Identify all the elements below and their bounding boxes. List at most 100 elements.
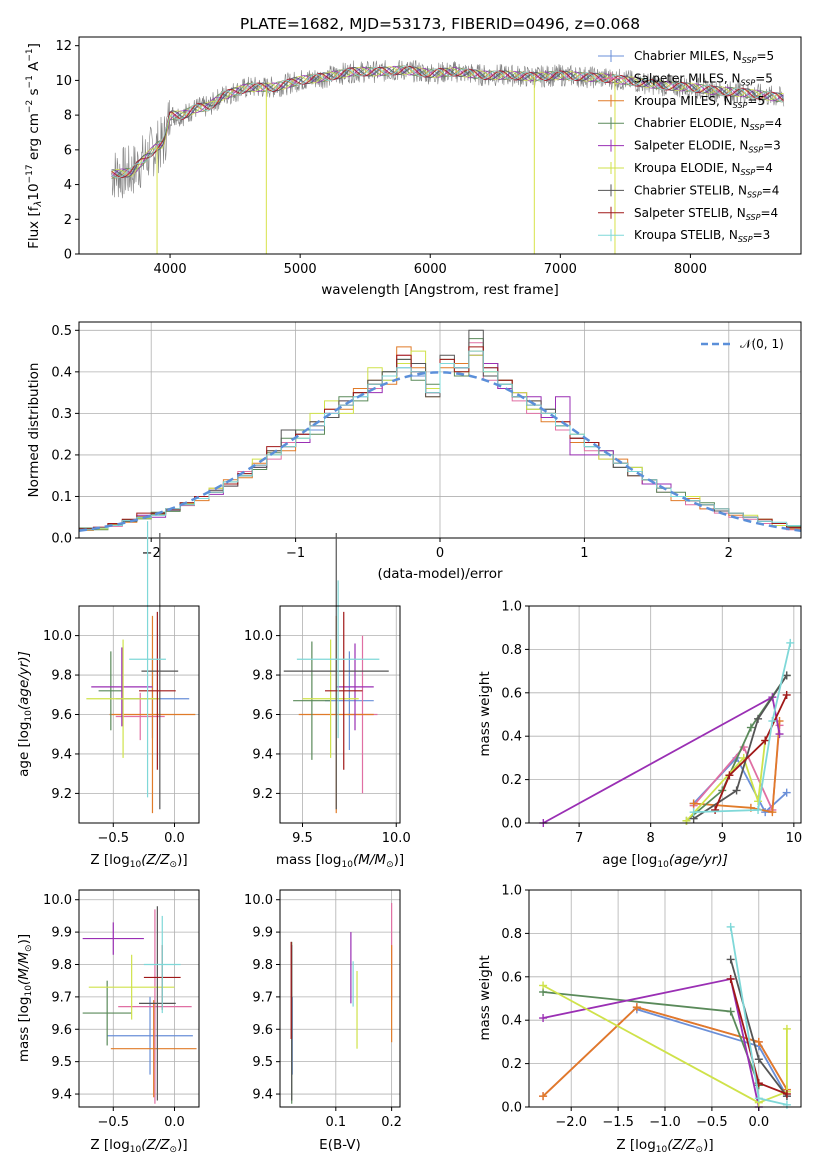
weight-series-line bbox=[542, 977, 760, 1108]
y-tick-label: 9.6 bbox=[51, 708, 72, 723]
y-tick-label: 0.0 bbox=[51, 532, 72, 547]
x-tick-label: 2 bbox=[725, 546, 733, 561]
y-tick-label: 9.8 bbox=[51, 669, 72, 684]
mass-age-panel: 9.5 10.0 9.2 9.4 9.6 9.8 10.0 mass [log10(M/M⊙… bbox=[244, 533, 411, 870]
residual-histogram-panel: −2 −1 0 1 2 0.0 0.1 0.2 0.3 0.4 0.5 (data-model)/e… bbox=[26, 321, 802, 582]
y-tick-label: 9.7 bbox=[252, 990, 273, 1005]
legend-label: Kroupa MILES, NSSP=5 bbox=[634, 94, 765, 110]
model-spectrum-line bbox=[111, 65, 784, 178]
x-tick-label: 7 bbox=[575, 831, 583, 846]
y-tick-label: 4 bbox=[64, 178, 72, 193]
y-tick-label: 0.4 bbox=[51, 365, 72, 380]
y-tick-label: 0.2 bbox=[501, 773, 522, 788]
model-spectrum-line bbox=[111, 65, 784, 179]
y-tick-label: 9.9 bbox=[252, 926, 273, 941]
x-tick-label: 10 bbox=[786, 831, 803, 846]
x-tick-label: −0.5 bbox=[696, 1115, 728, 1130]
x-tick-label: −1 bbox=[286, 546, 305, 561]
y-tick-label: 0.3 bbox=[51, 407, 72, 422]
x-tick-label: 9 bbox=[718, 831, 726, 846]
spectrum-xlabel: wavelength [Angstrom, rest frame] bbox=[321, 282, 559, 298]
x-tick-label: 0.0 bbox=[748, 1115, 769, 1130]
x-tick-label: −0.5 bbox=[97, 1115, 129, 1130]
legend-label: Kroupa ELODIE, NSSP=4 bbox=[634, 161, 773, 177]
y-tick-label: 2 bbox=[64, 213, 72, 228]
histogram-xlabel: (data-model)/error bbox=[377, 566, 503, 582]
weight-series-line bbox=[685, 740, 767, 822]
weight-series-line bbox=[542, 1006, 788, 1097]
y-tick-label: 0.6 bbox=[501, 686, 522, 701]
y-tick-label: 9.4 bbox=[51, 747, 72, 762]
x-tick-label: −1.5 bbox=[602, 1115, 634, 1130]
legend-label: Chabrier ELODIE, NSSP=4 bbox=[634, 116, 782, 132]
x-tick-label: −0.5 bbox=[97, 831, 129, 846]
y-tick-label: 9.5 bbox=[252, 1055, 273, 1070]
x-tick-label: 9.5 bbox=[292, 831, 313, 846]
z-mass-frame bbox=[78, 889, 200, 1108]
z-weight-ylabel: mass weight bbox=[477, 955, 493, 1040]
weight-series-line bbox=[714, 694, 788, 811]
y-tick-label: 10.0 bbox=[43, 893, 72, 908]
y-tick-label: 1.0 bbox=[501, 884, 522, 899]
y-tick-label: 9.6 bbox=[51, 1023, 72, 1038]
x-tick-label: 8000 bbox=[674, 262, 707, 277]
y-tick-label: 6 bbox=[64, 143, 72, 158]
y-tick-label: 12 bbox=[55, 39, 72, 54]
y-tick-label: 9.7 bbox=[51, 990, 72, 1005]
ebv-mass-xlabel: E(B-V) bbox=[319, 1137, 361, 1153]
x-tick-label: 1 bbox=[580, 546, 588, 561]
residual-histogram bbox=[79, 350, 801, 531]
spectrum-legend: Chabrier MILES, NSSP=5 Salpeter MILES, NS… bbox=[598, 49, 782, 244]
x-tick-label: −2.0 bbox=[555, 1115, 587, 1130]
z-age-panel: −0.5 0.09.29.49.69.810.0 Z [log10(Z/Z⊙)] … bbox=[16, 521, 200, 870]
x-tick-label: 7000 bbox=[544, 262, 577, 277]
y-tick-label: 9.8 bbox=[51, 958, 72, 973]
y-tick-label: 0.8 bbox=[501, 643, 522, 658]
z-mass-ylabel: mass [log10(M/M⊙)] bbox=[16, 934, 34, 1062]
y-tick-label: 10.0 bbox=[43, 629, 72, 644]
legend-label: Kroupa STELIB, NSSP=3 bbox=[634, 228, 770, 244]
mass-age-xlabel: mass [log10(M/M⊙)] bbox=[276, 852, 404, 870]
age-weight-ylabel: mass weight bbox=[477, 671, 493, 756]
z-mass-panel: −0.5 0.0 9.4 9.5 9.6 9.7 9.8 9.9 10.0 Z [log10(Z… bbox=[16, 889, 200, 1155]
x-tick-label: 0.2 bbox=[381, 1115, 402, 1130]
y-tick-label: 9.2 bbox=[252, 787, 273, 802]
ebv-mass-frame bbox=[279, 889, 401, 1108]
z-weight-panel: −2.0 −1.5 −1.0 −0.5 0.0 0.0 0.2 0.4 0.6 0.8 1.0 Z … bbox=[477, 884, 802, 1155]
model-spectrum-line bbox=[111, 65, 784, 179]
y-tick-label: 9.4 bbox=[252, 747, 273, 762]
y-tick-label: 9.4 bbox=[252, 1088, 273, 1103]
y-tick-label: 0.2 bbox=[51, 448, 72, 463]
y-tick-label: 9.2 bbox=[51, 787, 72, 802]
y-tick-label: 9.6 bbox=[252, 708, 273, 723]
spectrum-frame bbox=[78, 36, 802, 255]
y-tick-label: 9.8 bbox=[252, 958, 273, 973]
y-tick-label: 0.6 bbox=[501, 970, 522, 985]
weight-series-line bbox=[542, 984, 788, 1104]
x-tick-label: 0.1 bbox=[325, 1115, 346, 1130]
y-tick-label: 1.0 bbox=[501, 600, 522, 615]
legend-label: Salpeter MILES, NSSP=5 bbox=[634, 71, 773, 87]
x-tick-label: 0.0 bbox=[164, 831, 185, 846]
z-weight-xlabel: Z [log10(Z/Z⊙)] bbox=[616, 1137, 713, 1155]
age-weight-frame bbox=[528, 605, 802, 824]
y-tick-label: 0.0 bbox=[501, 817, 522, 832]
histogram-legend: 𝒩(0, 1) bbox=[701, 337, 784, 351]
y-tick-label: 9.4 bbox=[51, 1088, 72, 1103]
z-age-xlabel: Z [log10(Z/Z⊙)] bbox=[90, 852, 187, 870]
y-tick-label: 9.9 bbox=[51, 926, 72, 941]
x-tick-label: −1.0 bbox=[649, 1115, 681, 1130]
x-tick-label: −2 bbox=[142, 546, 161, 561]
histogram-ylabel: Normed distribution bbox=[26, 363, 42, 498]
x-tick-label: 4000 bbox=[154, 262, 187, 277]
spectrum-panel: PLATE=1682, MJD=53173, FIBERID=0496, z=0… bbox=[25, 15, 802, 298]
spectrum-ylabel: Flux [fλ10−17 erg cm−2 s−1 A−1] bbox=[25, 43, 44, 249]
gaussian-legend-label: 𝒩(0, 1) bbox=[740, 337, 784, 351]
legend-label: Chabrier STELIB, NSSP=4 bbox=[634, 183, 779, 199]
x-tick-label: 0 bbox=[436, 546, 444, 561]
age-weight-xlabel: age [log10(age/yr)] bbox=[602, 852, 728, 870]
y-tick-label: 9.6 bbox=[252, 1023, 273, 1038]
y-tick-label: 10.0 bbox=[244, 629, 273, 644]
y-tick-label: 9.5 bbox=[51, 1055, 72, 1070]
y-tick-label: 9.8 bbox=[252, 669, 273, 684]
